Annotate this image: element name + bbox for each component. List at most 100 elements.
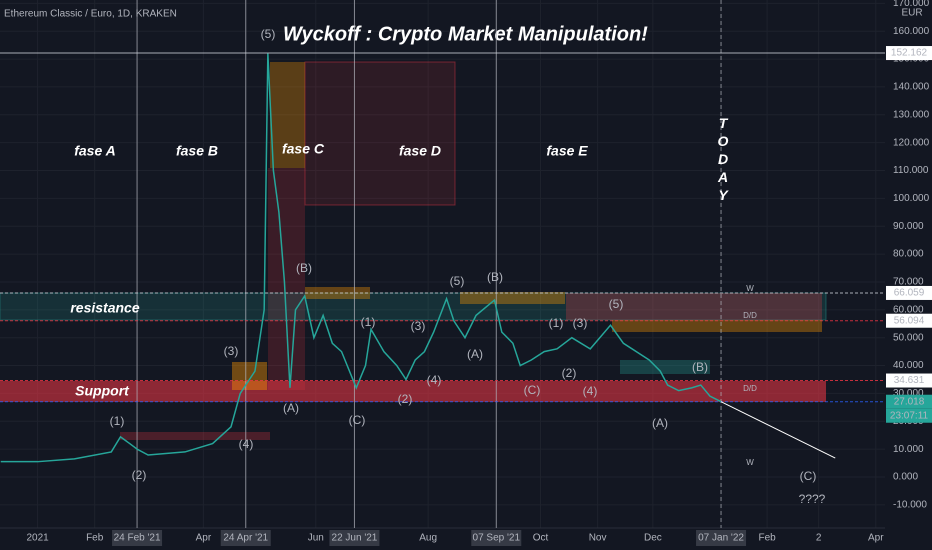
zone — [620, 360, 710, 374]
price-label: 56.094 — [894, 315, 925, 326]
x-tick-label: Feb — [758, 533, 776, 544]
wave-label: (A) — [283, 401, 299, 415]
x-tick-label: Dec — [644, 533, 662, 544]
wave-label: (5) — [261, 27, 276, 41]
zone — [232, 362, 267, 390]
wave-label: (B) — [487, 270, 503, 284]
y-tick-label: 40.000 — [893, 360, 924, 371]
x-label-box — [112, 530, 163, 546]
wave-label: (2) — [132, 468, 147, 482]
x-tick-label: Nov — [589, 533, 607, 544]
wave-label: (1) — [110, 414, 125, 428]
countdown: 23:07:11 — [890, 410, 929, 421]
level-tag: D/D — [743, 311, 757, 320]
y-tick-label: 140.000 — [893, 82, 930, 93]
today-label: TODAY — [715, 115, 731, 205]
countdown-box — [886, 408, 932, 423]
y-tick-label: 130.000 — [893, 109, 930, 120]
wave-label: (3) — [573, 316, 588, 330]
support-zone — [0, 381, 826, 402]
x-tick-label: 2021 — [26, 533, 49, 544]
y-tick-label: 170.000 — [893, 0, 930, 9]
x-tick-label: Apr — [196, 533, 212, 544]
zone — [460, 292, 565, 304]
wave-label: (B) — [692, 360, 708, 374]
zone — [612, 320, 822, 332]
y-tick-label: 160.000 — [893, 26, 930, 37]
price-label: 34.631 — [894, 375, 925, 386]
price-axis — [885, 0, 932, 550]
wave-label: (1) — [361, 315, 376, 329]
symbol: Ethereum Classic / Euro, 1D, KRAKEN — [4, 9, 177, 20]
level-tag: W — [746, 284, 754, 293]
price-label-box — [886, 394, 932, 409]
y-tick-label: 30.000 — [893, 388, 924, 399]
y-tick-label: 110.000 — [893, 165, 929, 176]
y-tick-label: 10.000 — [893, 444, 924, 455]
zones — [0, 61, 827, 440]
wave-label: (4) — [239, 437, 254, 451]
x-tick-label: 22 Jun '21 — [332, 533, 378, 544]
y-tick-label: 120.000 — [893, 137, 930, 148]
y-tick-label: 60.000 — [893, 304, 924, 315]
x-tick-label: 24 Apr '21 — [223, 533, 268, 544]
level-tag: W — [746, 458, 754, 467]
x-label-box — [696, 530, 747, 546]
price-label-box — [886, 285, 932, 300]
y-tick-label: 100.000 — [893, 193, 930, 204]
wave-label: (A) — [467, 347, 483, 361]
wave-label: (C) — [524, 383, 541, 397]
price-label: 27.018 — [894, 396, 925, 407]
projection-line — [720, 401, 836, 459]
x-tick-label: Jun — [308, 533, 324, 544]
x-tick-label: Apr — [868, 533, 884, 544]
phase-label: fase A — [74, 143, 116, 159]
wave-label: ???? — [799, 492, 826, 506]
y-tick-label: 90.000 — [893, 221, 924, 232]
y-tick-label: -10.000 — [893, 500, 927, 511]
chart-title: Wyckoff : Crypto Market Manipulation! — [283, 23, 648, 45]
wave-label: (B) — [296, 261, 312, 275]
zone — [566, 293, 822, 320]
y-tick-label: 70.000 — [893, 277, 924, 288]
x-label-box — [220, 530, 271, 546]
x-tick-label: 07 Jan '22 — [698, 533, 744, 544]
wave-label: (1) — [549, 316, 564, 330]
phase-label: fase C — [282, 141, 325, 157]
level-tag: D/D — [743, 384, 757, 393]
zone — [268, 168, 305, 390]
price-label-box — [886, 313, 932, 328]
wave-label: (5) — [450, 274, 465, 288]
x-tick-label: 2 — [816, 533, 822, 544]
currency: EUR — [901, 8, 922, 19]
resistance-zone — [0, 292, 827, 321]
phase-label: resistance — [70, 300, 139, 316]
price-label: 66.059 — [894, 288, 925, 299]
x-tick-label: Oct — [533, 533, 549, 544]
x-tick-label: 07 Sep '21 — [473, 533, 521, 544]
x-label-box — [471, 530, 522, 546]
wave-label: (3) — [224, 344, 239, 358]
price-label-box — [886, 373, 932, 388]
phase-label: fase D — [399, 143, 441, 159]
x-tick-label: 24 Feb '21 — [114, 533, 161, 544]
x-tick-label: Aug — [419, 533, 437, 544]
price-label: 152.162 — [891, 48, 928, 59]
wave-label: (C) — [800, 469, 817, 483]
x-tick-label: Feb — [86, 533, 104, 544]
phase-label: Support — [75, 383, 130, 399]
y-tick-label: 50.000 — [893, 332, 924, 343]
wave-label: (C) — [349, 413, 366, 427]
price-label-box — [886, 46, 932, 61]
x-label-box — [329, 530, 380, 546]
y-tick-label: 0.000 — [893, 472, 918, 483]
price-line — [0, 53, 722, 463]
phase-label: fase E — [546, 143, 588, 159]
wave-label: (A) — [652, 416, 668, 430]
wave-label: (2) — [398, 392, 413, 406]
wave-label: (3) — [411, 319, 426, 333]
wave-label: (4) — [583, 384, 598, 398]
zone — [304, 61, 456, 206]
